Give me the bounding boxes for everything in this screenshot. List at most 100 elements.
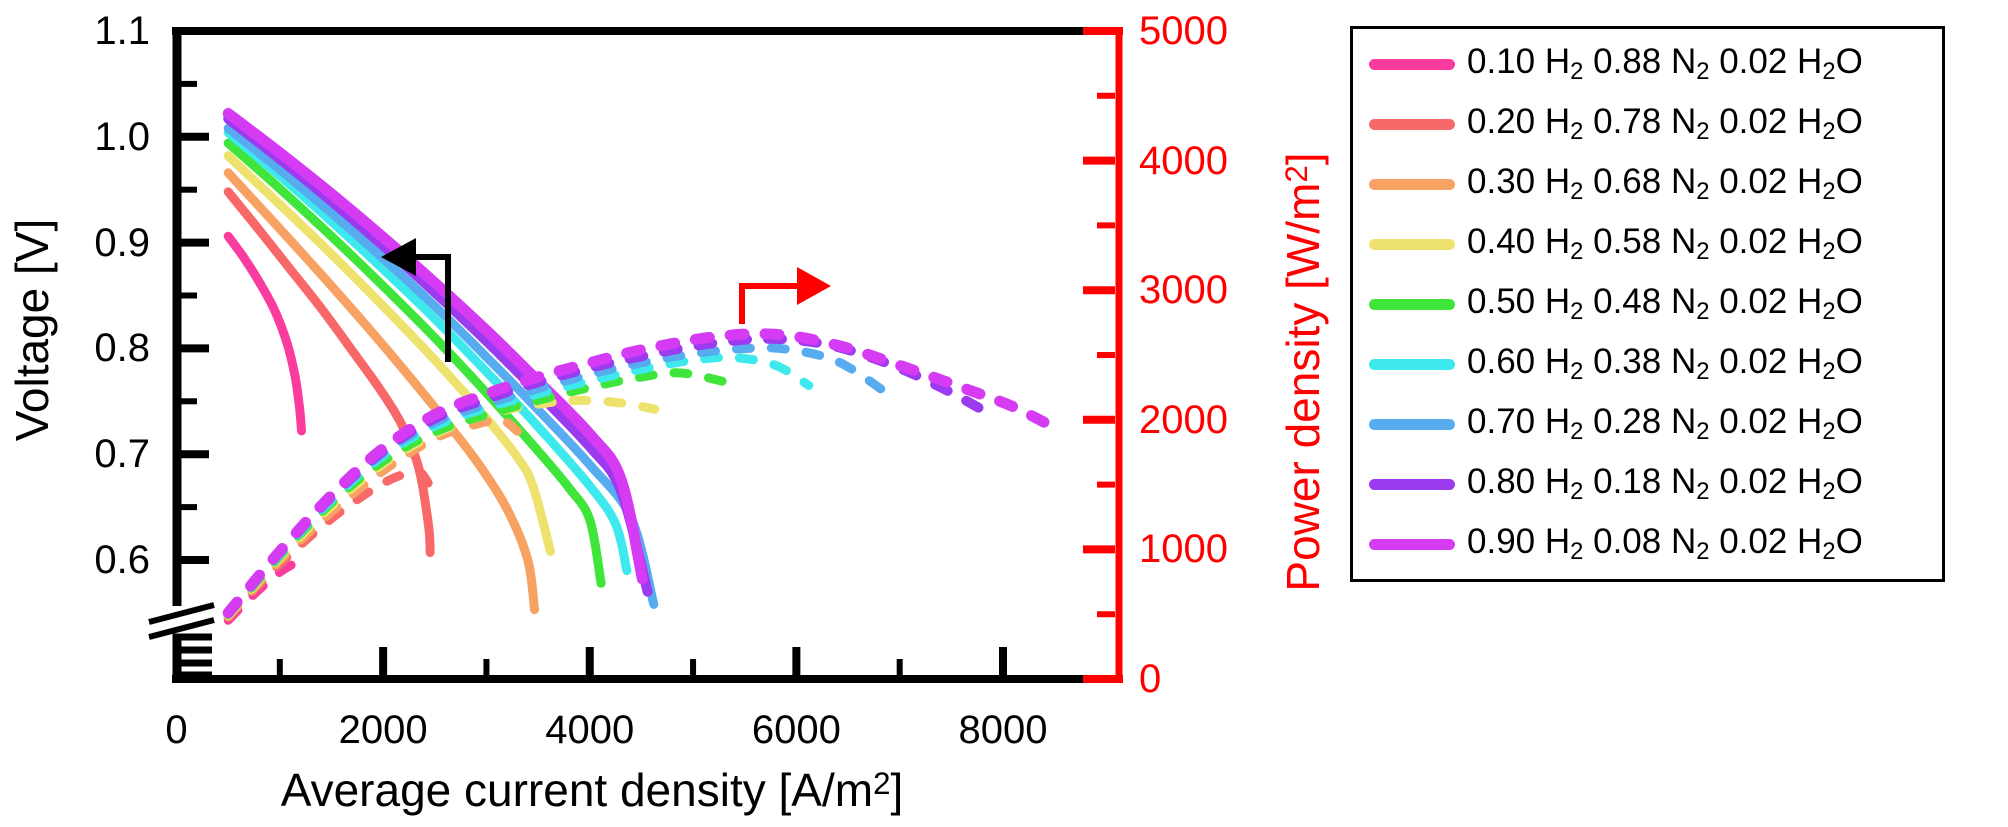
label-text: 0.02 H: [1709, 41, 1823, 81]
label-text: 0.40 H: [1467, 221, 1571, 261]
x-tick-label: 4000: [545, 708, 635, 752]
label-text: 0.20 H: [1467, 101, 1571, 141]
series-voltage-line-8: [222, 108, 648, 585]
label-text: ]: [1277, 152, 1329, 166]
legend-swatch-icon: [1369, 238, 1455, 250]
label-text: 0.88 N: [1583, 41, 1697, 81]
label-subscript: 2: [1822, 358, 1836, 386]
label-subscript: 2: [1822, 478, 1836, 506]
label-supscript: 2: [873, 766, 891, 802]
label-subscript: 2: [1696, 58, 1710, 86]
label-subscript: 2: [1822, 58, 1836, 86]
label-text: 0.02 H: [1709, 101, 1823, 141]
label-subscript: 2: [1696, 178, 1710, 206]
label-text: 0.78 N: [1583, 101, 1697, 141]
x-tick-label: 6000: [751, 708, 841, 752]
series-voltage-line-4: [223, 138, 606, 588]
label-text: 0.38 N: [1583, 341, 1697, 381]
x-tick-label: 0: [165, 708, 188, 752]
y-left-tick-label: 0.9: [94, 220, 150, 265]
label-text: 0.02 H: [1709, 341, 1823, 381]
y-left-axis-title: Voltage [V]: [6, 218, 58, 442]
label-text: 0.02 H: [1709, 401, 1823, 441]
y-left-tick-label: 1.1: [94, 9, 150, 53]
legend-item: 0.40 H2 0.58 N2 0.02 H2O: [1353, 214, 1942, 274]
legend-swatch-icon: [1369, 298, 1455, 310]
legend-item-label: 0.30 H2 0.68 N2 0.02 H2O: [1467, 162, 1863, 206]
legend-item: 0.30 H2 0.68 N2 0.02 H2O: [1353, 154, 1942, 214]
legend-item: 0.50 H2 0.48 N2 0.02 H2O: [1353, 274, 1942, 334]
legend-item-label: 0.50 H2 0.48 N2 0.02 H2O: [1467, 282, 1863, 326]
y-right-tick-label: 1000: [1139, 527, 1228, 572]
label-subscript: 2: [1822, 538, 1836, 566]
legend-item-label: 0.60 H2 0.38 N2 0.02 H2O: [1467, 342, 1863, 386]
legend-swatch-icon: [1369, 418, 1455, 430]
series-power-line-1: [223, 466, 435, 623]
series-voltage-line-2: [223, 168, 539, 615]
y-left-tick-label: 0.6: [94, 538, 150, 582]
legend-item-label: 0.40 H2 0.58 N2 0.02 H2O: [1467, 222, 1863, 266]
label-subscript: 2: [1822, 418, 1836, 446]
label-subscript: 2: [1570, 538, 1584, 566]
label-subscript: 2: [1696, 298, 1710, 326]
y-right-axis-title: Power density [W/m2]: [1277, 152, 1329, 591]
label-text: O: [1835, 281, 1863, 321]
label-text: 0.02 H: [1709, 461, 1823, 501]
label-text: 0.18 N: [1583, 461, 1697, 501]
label-text: 0.68 N: [1583, 161, 1697, 201]
legend-item-label: 0.70 H2 0.28 N2 0.02 H2O: [1467, 402, 1863, 446]
legend-item: 0.90 H2 0.08 N2 0.02 H2O: [1353, 514, 1942, 574]
legend: 0.10 H2 0.88 N2 0.02 H2O 0.20 H2 0.78 N2 …: [1350, 26, 1945, 582]
label-text: 0.28 N: [1583, 401, 1697, 441]
label-subscript: 2: [1696, 538, 1710, 566]
label-subscript: 2: [1570, 58, 1584, 86]
legend-swatch-icon: [1369, 178, 1455, 190]
series-voltage-line-1: [223, 187, 435, 558]
series-voltage-line-6: [223, 123, 659, 609]
label-text: O: [1835, 521, 1863, 561]
label-text: 0.08 N: [1583, 521, 1697, 561]
y-right-tick-label: 0: [1139, 657, 1162, 701]
y-left-tick-label: 1.0: [94, 114, 150, 159]
legend-item-label: 0.20 H2 0.78 N2 0.02 H2O: [1467, 102, 1863, 146]
label-subscript: 2: [1822, 238, 1836, 266]
legend-swatch-icon: [1369, 118, 1455, 130]
label-subscript: 2: [1570, 238, 1584, 266]
label-text: 0.10 H: [1467, 41, 1571, 81]
legend-item-label: 0.10 H2 0.88 N2 0.02 H2O: [1467, 42, 1863, 86]
legend-item-label: 0.80 H2 0.18 N2 0.02 H2O: [1467, 462, 1863, 506]
label-text: 0.02 H: [1709, 281, 1823, 321]
legend-item: 0.80 H2 0.18 N2 0.02 H2O: [1353, 454, 1942, 514]
legend-swatch-icon: [1369, 58, 1455, 70]
legend-item-label: 0.90 H2 0.08 N2 0.02 H2O: [1467, 522, 1863, 566]
label-text: O: [1835, 101, 1863, 141]
y-right-tick-label: 2000: [1139, 397, 1228, 442]
label-text: 0.58 N: [1583, 221, 1697, 261]
label-supscript: 2: [1279, 165, 1315, 183]
label-subscript: 2: [1822, 118, 1836, 146]
y-right-tick-label: 4000: [1139, 138, 1228, 183]
label-text: 0.02 H: [1709, 221, 1823, 261]
y-left-tick-label: 0.8: [94, 326, 150, 371]
label-subscript: 2: [1696, 478, 1710, 506]
label-subscript: 2: [1696, 358, 1710, 386]
label-subscript: 2: [1822, 178, 1836, 206]
label-text: O: [1835, 161, 1863, 201]
label-text: 0.90 H: [1467, 521, 1571, 561]
legend-swatch-icon: [1369, 478, 1455, 490]
label-text: 0.80 H: [1467, 461, 1571, 501]
label-subscript: 2: [1696, 418, 1710, 446]
right-axis-arrow-head-icon: [797, 267, 831, 305]
series-voltage-line-0: [223, 231, 306, 436]
label-subscript: 2: [1696, 118, 1710, 146]
label-text: 0.50 H: [1467, 281, 1571, 321]
legend-swatch-icon: [1369, 538, 1455, 550]
label-text: O: [1835, 41, 1863, 81]
label-subscript: 2: [1696, 238, 1710, 266]
series-voltage-line-5: [223, 128, 632, 576]
x-axis-title: Average current density [A/m2]: [281, 767, 904, 813]
series-voltage-line-3: [223, 151, 555, 556]
left-axis-arrow-head-icon: [381, 238, 416, 276]
label-text: ]: [890, 764, 904, 816]
label-subscript: 2: [1570, 358, 1584, 386]
